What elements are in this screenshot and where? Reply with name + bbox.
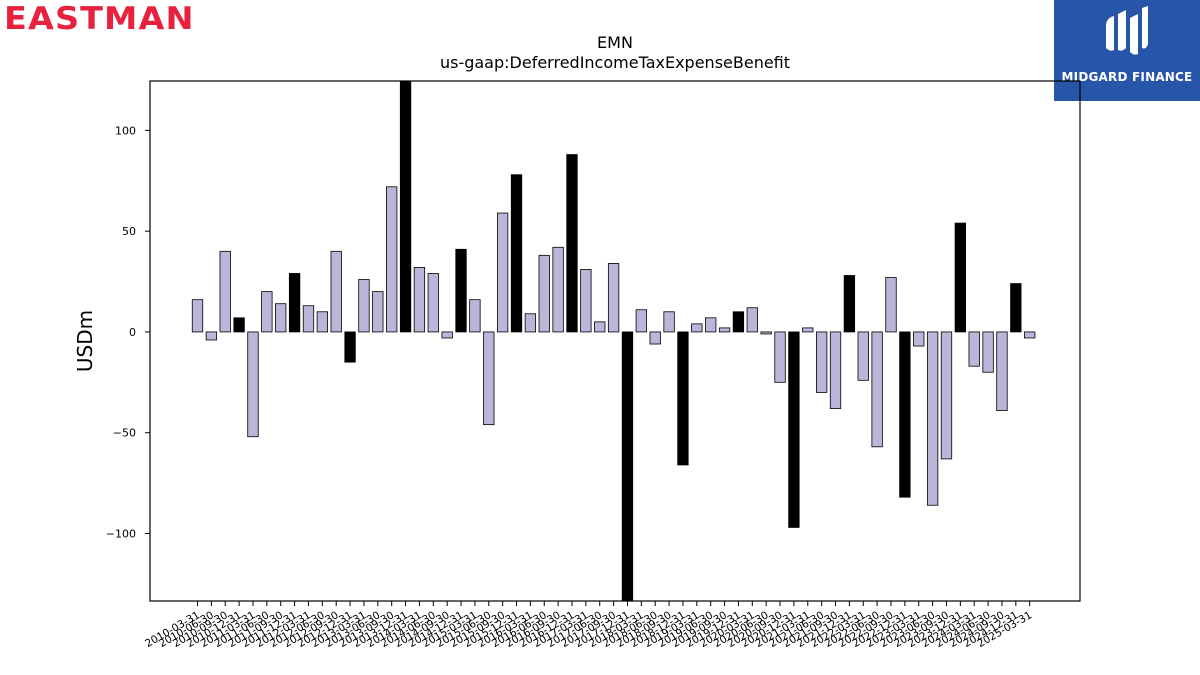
bar-2012-12-31	[344, 331, 356, 363]
bar-2018-12-31	[677, 331, 689, 466]
chart-subtitle: us-gaap:DeferredIncomeTaxExpenseBenefit	[440, 53, 790, 72]
bar-2019-12-31	[732, 311, 745, 333]
bar-2018-03-31	[635, 309, 647, 333]
bar-2011-09-30	[275, 303, 287, 333]
y-tick-label: 0	[129, 326, 136, 339]
bar-2018-06-30	[649, 331, 661, 345]
bar-2017-12-31	[621, 331, 634, 601]
bar-2011-12-31	[288, 273, 301, 333]
bar-2015-12-31	[510, 174, 523, 333]
partner-name: MIDGARD FINANCE	[1061, 70, 1193, 84]
bar-2021-06-30	[816, 331, 828, 393]
bars-group	[191, 81, 1036, 601]
y-tick-label: −50	[113, 427, 136, 440]
bar-2016-03-31	[524, 313, 537, 333]
bar-2025-03-31	[1024, 331, 1036, 339]
bar-2013-06-30	[372, 291, 384, 333]
bar-2012-09-30	[330, 250, 342, 333]
bar-2011-06-30	[261, 291, 273, 333]
bar-2014-06-30	[427, 273, 439, 333]
bar-2024-03-31	[968, 331, 980, 367]
y-axis-label: USDm	[73, 310, 97, 372]
bar-2013-12-31	[399, 81, 412, 333]
bar-2019-03-31	[691, 323, 703, 333]
bar-2019-06-30	[705, 317, 717, 333]
bar-2024-09-30	[996, 331, 1008, 411]
eastman-logo: EASTMAN	[4, 1, 195, 37]
bar-2013-03-31	[358, 279, 370, 333]
bar-2014-03-31	[413, 267, 426, 333]
bar-2021-12-31	[843, 275, 856, 333]
midgard-finance-logo: MIDGARD FINANCE	[1054, 0, 1200, 101]
bar-2021-09-30	[829, 331, 842, 409]
bar-2024-06-30	[982, 331, 994, 373]
bar-2015-09-30	[496, 212, 509, 333]
bar-2020-09-30	[774, 331, 786, 383]
bar-2022-12-31	[899, 331, 911, 498]
bar-2021-03-31	[802, 327, 814, 333]
bar-2010-12-31	[233, 317, 245, 333]
bar-2015-03-31	[469, 299, 481, 333]
bar-2022-09-30	[885, 277, 897, 333]
bar-2014-12-31	[455, 248, 467, 333]
bar-2019-09-30	[718, 327, 731, 333]
plot-frame	[149, 80, 1081, 602]
bar-2020-12-31	[788, 331, 800, 528]
bar-2010-09-30	[219, 250, 231, 333]
bar-2020-06-30	[760, 331, 772, 335]
bar-2012-03-31	[302, 305, 315, 333]
bar-2022-06-30	[871, 331, 883, 448]
bar-2015-06-30	[483, 331, 495, 426]
bar-2010-03-31	[191, 299, 204, 333]
bar-2016-06-30	[538, 254, 550, 333]
bar-2016-12-31	[566, 154, 578, 333]
bar-2017-06-30	[594, 321, 606, 333]
bar-2022-03-31	[857, 331, 869, 381]
y-tick-label: 50	[122, 225, 136, 238]
bar-2024-12-31	[1010, 283, 1022, 333]
chart-title: EMN	[597, 33, 633, 52]
y-tick-label: 100	[115, 124, 136, 137]
bar-2014-09-30	[441, 331, 453, 339]
bar-2018-09-30	[663, 311, 675, 333]
bar-2017-03-31	[580, 269, 592, 333]
bar-2023-06-30	[926, 331, 939, 506]
bar-2011-03-31	[247, 331, 259, 438]
bar-2023-09-30	[940, 331, 953, 460]
bar-2020-03-31	[746, 307, 758, 333]
bar-2023-12-31	[954, 222, 966, 333]
y-tick-label: −100	[106, 527, 136, 540]
bar-2013-09-30	[386, 186, 398, 333]
bar-2010-06-30	[205, 331, 218, 341]
bar-2016-09-30	[552, 246, 564, 333]
plot-area: 2010-03-312010-06-302010-09-302010-12-31…	[106, 80, 1081, 650]
bar-2017-09-30	[607, 262, 620, 333]
bar-2012-06-30	[316, 311, 328, 333]
bar-2023-03-31	[913, 331, 925, 347]
midgard-monogram-icon	[1106, 6, 1148, 55]
